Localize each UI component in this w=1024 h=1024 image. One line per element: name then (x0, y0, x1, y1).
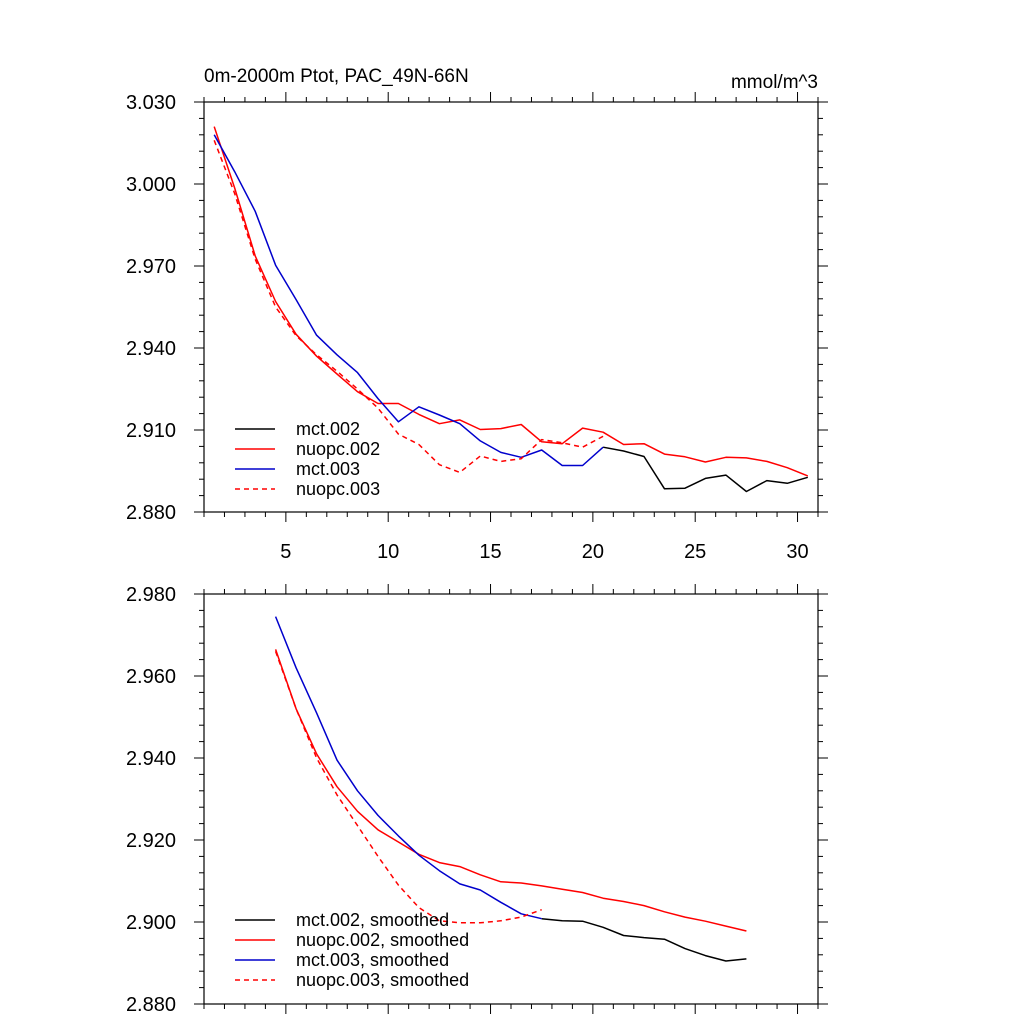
y-tick-label: 2.880 (126, 502, 176, 524)
series-line-mct-003 (213, 134, 604, 467)
y-tick-label: 3.030 (126, 92, 176, 114)
series-line-nuopc-003-smoothed (274, 651, 542, 924)
series-line-mct-002 (602, 446, 809, 493)
units-label: mmol/m^3 (731, 72, 818, 93)
legend-label: mct.003, smoothed (296, 950, 449, 970)
x-tick-label: 30 (786, 541, 808, 563)
top-panel: 5 10 15 20 25 30 2.880 2.910 2.940 2.970 3.000 3.03… (126, 66, 828, 563)
y-tick-label: 2.920 (126, 830, 176, 852)
x-tick-label: 15 (479, 541, 501, 563)
legend-label: mct.002 (296, 419, 360, 439)
y-tick-label: 3.000 (126, 174, 176, 196)
y-tick-label: 2.940 (126, 748, 176, 770)
legend-label: nuopc.002 (296, 439, 380, 459)
chart-title: 0m-2000m Ptot, PAC_49N-66N (204, 66, 469, 87)
legend-label: mct.002, smoothed (296, 910, 449, 930)
y-tick-label: 2.980 (126, 584, 176, 606)
x-tick-label: 10 (377, 541, 399, 563)
series-line-mct-002-smoothed (541, 917, 747, 962)
x-tick-label: 25 (684, 541, 706, 563)
legend-label: nuopc.003, smoothed (296, 970, 469, 990)
series-line-nuopc-003 (213, 140, 604, 474)
x-tick-label: 20 (582, 541, 604, 563)
y-tick-label: 2.960 (126, 666, 176, 688)
y-tick-label: 2.940 (126, 338, 176, 360)
series-line-mct-003-smoothed (274, 616, 542, 920)
series-line-nuopc-002-smoothed (274, 649, 747, 932)
legend-label: mct.003 (296, 459, 360, 479)
legend-label: nuopc.002, smoothed (296, 930, 469, 950)
y-tick-label: 2.970 (126, 256, 176, 278)
bottom-panel: 2.880 2.900 2.920 2.940 2.960 2.980 mct.002, s… (126, 584, 828, 1016)
y-tick-label: 2.900 (126, 912, 176, 934)
legend-label: nuopc.003 (296, 479, 380, 499)
x-tick-label: 5 (280, 541, 291, 563)
y-tick-label: 2.910 (126, 420, 176, 442)
y-tick-label: 2.880 (126, 994, 176, 1016)
